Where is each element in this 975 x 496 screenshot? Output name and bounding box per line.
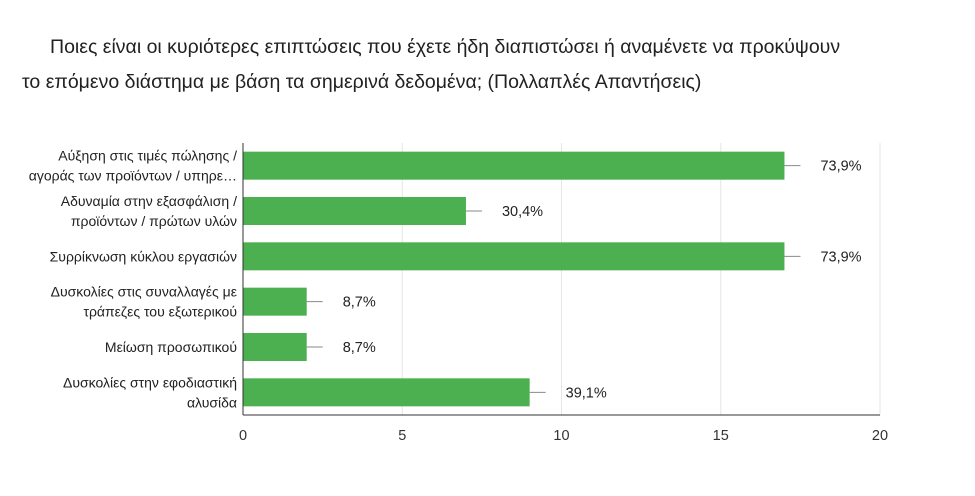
x-tick-label: 10 — [553, 428, 569, 444]
category-label: Αδυναμία στην εξασφάλιση / — [61, 193, 237, 209]
category-label: αγοράς των προϊόντων / υπηρε… — [29, 168, 237, 184]
chart-title-line-1: Ποιες είναι οι κυριότερες επιπτώσεις που… — [50, 36, 841, 58]
category-label: αλυσίδα — [187, 394, 237, 410]
bar — [243, 151, 785, 180]
x-tick-label: 0 — [239, 428, 247, 444]
x-tick-label: 5 — [398, 428, 406, 444]
category-label: Συρρίκνωση κύκλου εργασιών — [50, 248, 237, 264]
category-label: τράπεζες του εξωτερικού — [83, 304, 237, 320]
data-label: 73,9% — [820, 159, 861, 175]
bar — [243, 197, 466, 225]
bar — [243, 287, 307, 316]
bar — [243, 378, 530, 407]
chart-title: Ποιες είναι οι κυριότερες επιπτώσεις που… — [22, 30, 962, 100]
category-label: Μείωση προσωπικού — [105, 339, 237, 355]
data-label: 30,4% — [502, 204, 543, 220]
data-label: 8,7% — [343, 340, 376, 356]
bar — [243, 242, 785, 271]
chart-title-line-2: το επόμενο διάστημα με βάση τα σημερινά … — [22, 71, 702, 93]
bar — [243, 333, 307, 361]
category-label: προϊόντων / πρώτων υλών — [71, 213, 237, 229]
x-tick-label: 20 — [872, 428, 888, 444]
category-label: Δυσκολίες στην εφοδιαστική — [63, 374, 237, 390]
data-label: 73,9% — [820, 249, 861, 265]
x-tick-label: 15 — [713, 428, 729, 444]
category-label: Αύξηση στις τιμές πώλησης / — [58, 148, 237, 164]
category-label: Δυσκολίες στις συναλλαγές με — [51, 284, 237, 300]
data-label: 8,7% — [343, 295, 376, 311]
data-label: 39,1% — [566, 385, 607, 401]
